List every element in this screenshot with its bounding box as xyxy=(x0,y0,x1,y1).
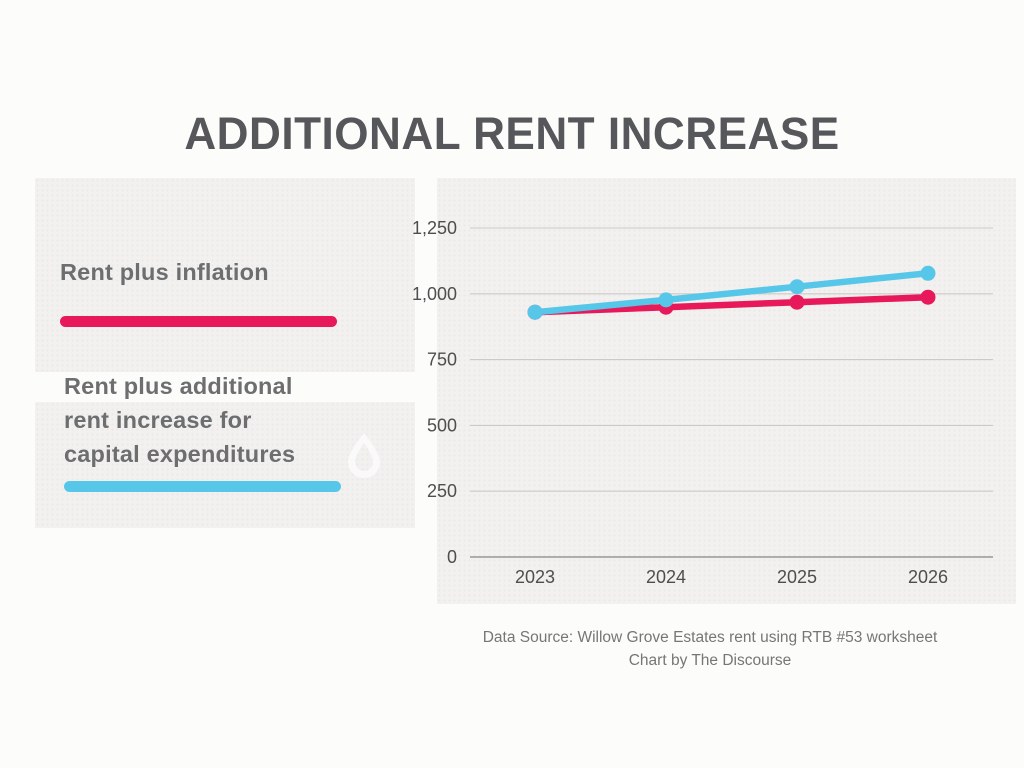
series-line xyxy=(531,293,932,316)
legend-label-line-3: capital expenditures xyxy=(64,441,296,467)
rent-line-chart: 0 250 500 750 1,000 1,250 2023 2024 2025 2026 xyxy=(412,218,993,587)
legend-label-line-2: rent increase for xyxy=(64,407,252,433)
data-point xyxy=(789,294,805,310)
data-point xyxy=(789,279,805,295)
y-tick-label: 500 xyxy=(427,415,457,435)
chart-credit-text: Chart by The Discourse xyxy=(628,652,792,669)
legend-label-capital-expenditures: Rent plus additional rent increase for c… xyxy=(64,369,295,471)
y-tick-label: 1,250 xyxy=(412,218,457,238)
chart-panel xyxy=(437,178,1016,604)
y-tick-label: 750 xyxy=(427,350,457,370)
x-tick-label: 2025 xyxy=(777,567,817,587)
y-tick-label: 0 xyxy=(447,547,457,567)
page-title: ADDITIONAL RENT INCREASE xyxy=(184,108,840,159)
y-tick-label: 1,000 xyxy=(412,284,457,304)
data-point xyxy=(920,289,936,305)
data-point xyxy=(920,265,936,281)
data-point xyxy=(658,292,674,308)
x-tick-label: 2023 xyxy=(515,567,555,587)
chart-footer: Data Source: Willow Grove Estates rent u… xyxy=(402,626,1018,672)
x-tick-label: 2024 xyxy=(646,567,686,587)
x-tick-label: 2026 xyxy=(908,567,948,587)
y-tick-label: 250 xyxy=(427,481,457,501)
legend-swatch-rent-plus-inflation xyxy=(60,316,337,327)
legend-panel-upper xyxy=(35,178,415,372)
series-line xyxy=(531,270,932,316)
legend-label-rent-plus-inflation: Rent plus inflation xyxy=(60,259,269,285)
droplet-icon xyxy=(348,433,380,478)
data-point xyxy=(527,304,543,320)
legend-swatch-capital-expenditures xyxy=(64,481,341,492)
data-source-text: Data Source: Willow Grove Estates rent u… xyxy=(482,629,938,646)
legend-label-line-1: Rent plus additional xyxy=(64,373,293,399)
